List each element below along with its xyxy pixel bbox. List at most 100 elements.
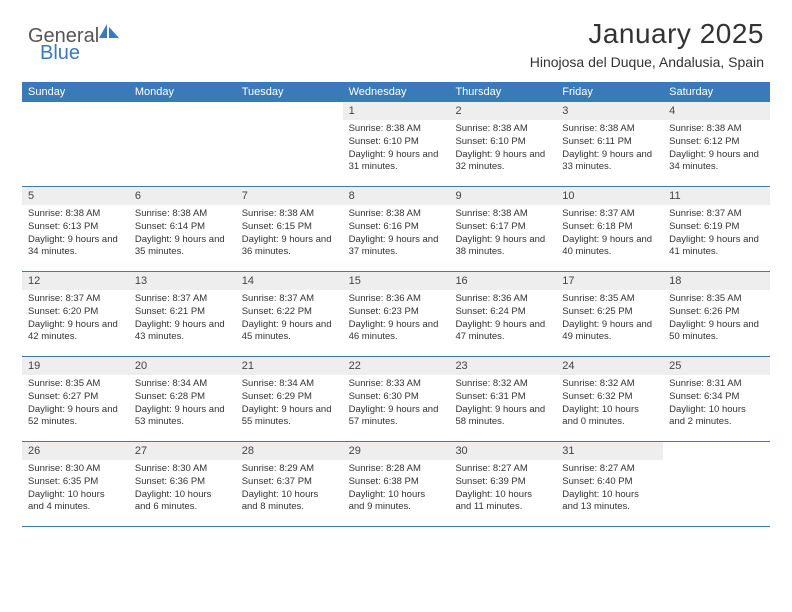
day-details: Sunrise: 8:38 AMSunset: 6:16 PMDaylight:… xyxy=(343,205,450,263)
day-details: Sunrise: 8:34 AMSunset: 6:29 PMDaylight:… xyxy=(236,375,343,433)
day-details: Sunrise: 8:38 AMSunset: 6:15 PMDaylight:… xyxy=(236,205,343,263)
calendar-day-cell: 23Sunrise: 8:32 AMSunset: 6:31 PMDayligh… xyxy=(449,357,556,441)
calendar-day-cell: 13Sunrise: 8:37 AMSunset: 6:21 PMDayligh… xyxy=(129,272,236,356)
day-number: 27 xyxy=(129,442,236,460)
calendar-day-cell: 18Sunrise: 8:35 AMSunset: 6:26 PMDayligh… xyxy=(663,272,770,356)
dayname-tuesday: Tuesday xyxy=(236,82,343,102)
calendar-day-cell: 28Sunrise: 8:29 AMSunset: 6:37 PMDayligh… xyxy=(236,442,343,526)
dayname-sunday: Sunday xyxy=(22,82,129,102)
day-number: 23 xyxy=(449,357,556,375)
month-title: January 2025 xyxy=(530,18,764,50)
day-number: 16 xyxy=(449,272,556,290)
day-number: 13 xyxy=(129,272,236,290)
calendar-day-cell: 9Sunrise: 8:38 AMSunset: 6:17 PMDaylight… xyxy=(449,187,556,271)
page-header: January 2025 Hinojosa del Duque, Andalus… xyxy=(530,18,764,70)
dayname-monday: Monday xyxy=(129,82,236,102)
day-details: Sunrise: 8:35 AMSunset: 6:26 PMDaylight:… xyxy=(663,290,770,348)
calendar-week-row: 12Sunrise: 8:37 AMSunset: 6:20 PMDayligh… xyxy=(22,272,770,357)
calendar-week-row: 19Sunrise: 8:35 AMSunset: 6:27 PMDayligh… xyxy=(22,357,770,442)
day-number: 15 xyxy=(343,272,450,290)
calendar-day-cell: 31Sunrise: 8:27 AMSunset: 6:40 PMDayligh… xyxy=(556,442,663,526)
day-details: Sunrise: 8:35 AMSunset: 6:27 PMDaylight:… xyxy=(22,375,129,433)
day-number: 24 xyxy=(556,357,663,375)
dayname-thursday: Thursday xyxy=(449,82,556,102)
day-number: 4 xyxy=(663,102,770,120)
brand-text-2: Blue xyxy=(40,42,80,64)
day-details: Sunrise: 8:32 AMSunset: 6:32 PMDaylight:… xyxy=(556,375,663,433)
calendar-day-cell xyxy=(236,102,343,186)
day-details: Sunrise: 8:31 AMSunset: 6:34 PMDaylight:… xyxy=(663,375,770,433)
day-details: Sunrise: 8:30 AMSunset: 6:36 PMDaylight:… xyxy=(129,460,236,518)
day-number: 25 xyxy=(663,357,770,375)
day-details: Sunrise: 8:38 AMSunset: 6:14 PMDaylight:… xyxy=(129,205,236,263)
calendar-day-cell: 1Sunrise: 8:38 AMSunset: 6:10 PMDaylight… xyxy=(343,102,450,186)
day-number: 20 xyxy=(129,357,236,375)
day-details: Sunrise: 8:36 AMSunset: 6:23 PMDaylight:… xyxy=(343,290,450,348)
calendar-day-cell: 20Sunrise: 8:34 AMSunset: 6:28 PMDayligh… xyxy=(129,357,236,441)
day-number: 18 xyxy=(663,272,770,290)
calendar-day-cell xyxy=(129,102,236,186)
day-details: Sunrise: 8:38 AMSunset: 6:11 PMDaylight:… xyxy=(556,120,663,178)
day-details: Sunrise: 8:37 AMSunset: 6:22 PMDaylight:… xyxy=(236,290,343,348)
day-details: Sunrise: 8:37 AMSunset: 6:18 PMDaylight:… xyxy=(556,205,663,263)
day-number: 7 xyxy=(236,187,343,205)
calendar-day-cell: 29Sunrise: 8:28 AMSunset: 6:38 PMDayligh… xyxy=(343,442,450,526)
calendar-day-cell: 16Sunrise: 8:36 AMSunset: 6:24 PMDayligh… xyxy=(449,272,556,356)
calendar-day-cell xyxy=(22,102,129,186)
day-number: 11 xyxy=(663,187,770,205)
calendar-day-cell: 15Sunrise: 8:36 AMSunset: 6:23 PMDayligh… xyxy=(343,272,450,356)
calendar-day-cell: 26Sunrise: 8:30 AMSunset: 6:35 PMDayligh… xyxy=(22,442,129,526)
day-number: 26 xyxy=(22,442,129,460)
day-details: Sunrise: 8:30 AMSunset: 6:35 PMDaylight:… xyxy=(22,460,129,518)
calendar-day-cell: 30Sunrise: 8:27 AMSunset: 6:39 PMDayligh… xyxy=(449,442,556,526)
calendar-day-cell: 5Sunrise: 8:38 AMSunset: 6:13 PMDaylight… xyxy=(22,187,129,271)
dayname-wednesday: Wednesday xyxy=(343,82,450,102)
calendar-dayname-row: Sunday Monday Tuesday Wednesday Thursday… xyxy=(22,82,770,102)
day-details: Sunrise: 8:38 AMSunset: 6:10 PMDaylight:… xyxy=(449,120,556,178)
day-number: 14 xyxy=(236,272,343,290)
calendar-day-cell: 11Sunrise: 8:37 AMSunset: 6:19 PMDayligh… xyxy=(663,187,770,271)
calendar-week-row: 5Sunrise: 8:38 AMSunset: 6:13 PMDaylight… xyxy=(22,187,770,272)
day-details: Sunrise: 8:38 AMSunset: 6:17 PMDaylight:… xyxy=(449,205,556,263)
day-details: Sunrise: 8:38 AMSunset: 6:12 PMDaylight:… xyxy=(663,120,770,178)
day-details: Sunrise: 8:29 AMSunset: 6:37 PMDaylight:… xyxy=(236,460,343,518)
day-details: Sunrise: 8:35 AMSunset: 6:25 PMDaylight:… xyxy=(556,290,663,348)
day-number: 9 xyxy=(449,187,556,205)
day-number: 8 xyxy=(343,187,450,205)
day-number: 31 xyxy=(556,442,663,460)
calendar-day-cell: 27Sunrise: 8:30 AMSunset: 6:36 PMDayligh… xyxy=(129,442,236,526)
calendar-day-cell: 3Sunrise: 8:38 AMSunset: 6:11 PMDaylight… xyxy=(556,102,663,186)
calendar-day-cell: 6Sunrise: 8:38 AMSunset: 6:14 PMDaylight… xyxy=(129,187,236,271)
calendar-day-cell: 14Sunrise: 8:37 AMSunset: 6:22 PMDayligh… xyxy=(236,272,343,356)
calendar-day-cell: 4Sunrise: 8:38 AMSunset: 6:12 PMDaylight… xyxy=(663,102,770,186)
day-number: 29 xyxy=(343,442,450,460)
day-details: Sunrise: 8:32 AMSunset: 6:31 PMDaylight:… xyxy=(449,375,556,433)
day-number: 30 xyxy=(449,442,556,460)
day-number: 22 xyxy=(343,357,450,375)
day-number: 28 xyxy=(236,442,343,460)
location-subtitle: Hinojosa del Duque, Andalusia, Spain xyxy=(530,54,764,70)
calendar-day-cell xyxy=(663,442,770,526)
day-number: 6 xyxy=(129,187,236,205)
calendar-week-row: 1Sunrise: 8:38 AMSunset: 6:10 PMDaylight… xyxy=(22,102,770,187)
calendar-day-cell: 10Sunrise: 8:37 AMSunset: 6:18 PMDayligh… xyxy=(556,187,663,271)
day-number: 1 xyxy=(343,102,450,120)
sail-icon xyxy=(97,22,121,45)
day-details: Sunrise: 8:27 AMSunset: 6:39 PMDaylight:… xyxy=(449,460,556,518)
calendar-day-cell: 22Sunrise: 8:33 AMSunset: 6:30 PMDayligh… xyxy=(343,357,450,441)
day-number: 10 xyxy=(556,187,663,205)
day-number: 19 xyxy=(22,357,129,375)
dayname-saturday: Saturday xyxy=(663,82,770,102)
day-number: 3 xyxy=(556,102,663,120)
calendar-week-row: 26Sunrise: 8:30 AMSunset: 6:35 PMDayligh… xyxy=(22,442,770,527)
calendar-day-cell: 2Sunrise: 8:38 AMSunset: 6:10 PMDaylight… xyxy=(449,102,556,186)
day-number: 21 xyxy=(236,357,343,375)
day-number: 2 xyxy=(449,102,556,120)
calendar-day-cell: 24Sunrise: 8:32 AMSunset: 6:32 PMDayligh… xyxy=(556,357,663,441)
day-details: Sunrise: 8:33 AMSunset: 6:30 PMDaylight:… xyxy=(343,375,450,433)
brand-text-2-wrap: Blue xyxy=(40,42,80,65)
calendar-day-cell: 21Sunrise: 8:34 AMSunset: 6:29 PMDayligh… xyxy=(236,357,343,441)
calendar-day-cell: 12Sunrise: 8:37 AMSunset: 6:20 PMDayligh… xyxy=(22,272,129,356)
calendar-day-cell: 19Sunrise: 8:35 AMSunset: 6:27 PMDayligh… xyxy=(22,357,129,441)
calendar-grid: Sunday Monday Tuesday Wednesday Thursday… xyxy=(22,82,770,527)
